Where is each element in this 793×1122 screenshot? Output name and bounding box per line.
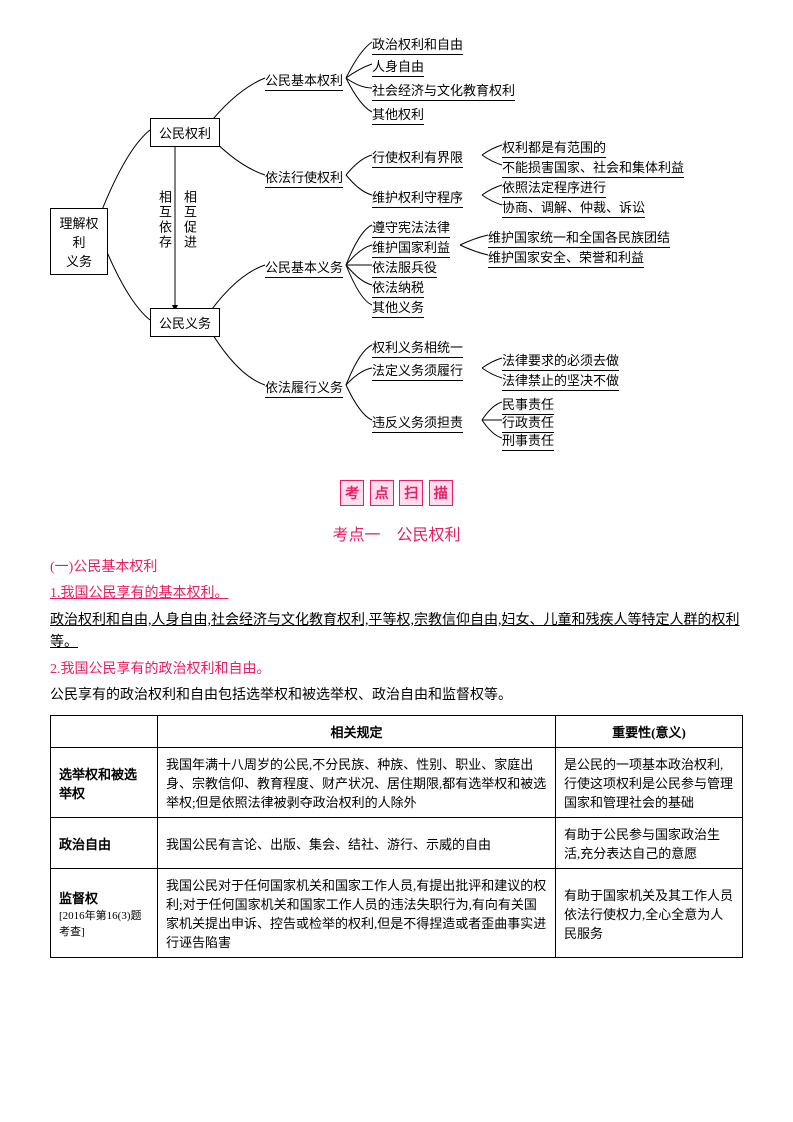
leaf: 刑事责任 — [502, 430, 554, 451]
node-basic-duties: 公民基本义务 — [265, 257, 343, 278]
td-desc: 我国年满十八周岁的公民,不分民族、种族、性别、职业、家庭出身、宗教信仰、教育程度… — [158, 748, 556, 818]
leaf: 依照法定程序进行 — [502, 177, 606, 198]
leaf: 法律禁止的坚决不做 — [502, 370, 619, 391]
header-char: 扫 — [399, 480, 423, 506]
leaf: 行使权利有界限 — [372, 147, 463, 168]
leaf: 违反义务须担责 — [372, 412, 463, 433]
leaf: 其他权利 — [372, 104, 424, 125]
td-desc: 我国公民对于任何国家机关和国家工作人员,有提出批评和建议的权利;对于任何国家机关… — [158, 869, 556, 958]
sec1-p3: 2.我国公民享有的政治权利和自由。 — [50, 659, 743, 681]
section-header: 考 点 扫 描 — [50, 480, 743, 506]
leaf: 维护国家利益 — [372, 237, 450, 258]
sec1-title: (一)公民基本权利 — [50, 557, 743, 579]
node-duties-label: 公民义务 — [159, 316, 211, 331]
leaf: 依法纳税 — [372, 277, 424, 298]
node-root: 理解权利义务 — [50, 208, 108, 275]
cell-text: 选举权和被选举权 — [59, 767, 137, 801]
th: 相关规定 — [158, 716, 556, 748]
leaf: 维护国家安全、荣誉和利益 — [488, 247, 644, 268]
td-sig: 是公民的一项基本政治权利,行使这项权利是公民参与管理国家和管理社会的基础 — [556, 748, 743, 818]
table-row: 政治自由 我国公民有言论、出版、集会、结社、游行、示威的自由 有助于公民参与国家… — [51, 818, 743, 869]
node-rights-label: 公民权利 — [159, 126, 211, 141]
sec1-p2: 政治权利和自由,人身自由,社会经济与文化教育权利,平等权,宗教信仰自由,妇女、儿… — [50, 610, 743, 655]
leaf: 协商、调解、仲裁、诉讼 — [502, 197, 645, 218]
node-perform-duties: 依法履行义务 — [265, 377, 343, 398]
cell-text: 监督权 — [59, 891, 98, 906]
td-name: 监督权 [2016年第16(3)题考查] — [51, 869, 158, 958]
leaf: 政治权利和自由 — [372, 34, 463, 55]
subtitle: 考点一 公民权利 — [50, 521, 743, 545]
cell-note: [2016年第16(3)题考查] — [59, 910, 142, 938]
cell-text: 政治自由 — [59, 837, 111, 852]
td-sig: 有助于公民参与国家政治生活,充分表达自己的意愿 — [556, 818, 743, 869]
th — [51, 716, 158, 748]
leaf: 人身自由 — [372, 56, 424, 77]
td-name: 选举权和被选举权 — [51, 748, 158, 818]
node-exercise-rights: 依法行使权利 — [265, 167, 343, 188]
rel-label-2: 相互促进 — [180, 190, 199, 250]
table-row: 监督权 [2016年第16(3)题考查] 我国公民对于任何国家机关和国家工作人员,… — [51, 869, 743, 958]
header-char: 点 — [370, 480, 394, 506]
td-sig: 有助于国家机关及其工作人员依法行使权力,全心全意为人民服务 — [556, 869, 743, 958]
leaf: 法定义务须履行 — [372, 360, 463, 381]
leaf: 法律要求的必须去做 — [502, 350, 619, 371]
table-row: 选举权和被选举权 我国年满十八周岁的公民,不分民族、种族、性别、职业、家庭出身、… — [51, 748, 743, 818]
rights-table: 相关规定 重要性(意义) 选举权和被选举权 我国年满十八周岁的公民,不分民族、种… — [50, 715, 743, 958]
td-name: 政治自由 — [51, 818, 158, 869]
leaf: 遵守宪法法律 — [372, 217, 450, 238]
node-root-label: 理解权利义务 — [59, 216, 98, 269]
leaf: 权利都是有范围的 — [502, 137, 606, 158]
rel-label-1: 相互依存 — [155, 190, 174, 250]
header-char: 考 — [340, 480, 364, 506]
leaf: 社会经济与文化教育权利 — [372, 80, 515, 101]
node-duties: 公民义务 — [150, 308, 220, 337]
leaf: 依法服兵役 — [372, 257, 437, 278]
node-rights: 公民权利 — [150, 118, 220, 147]
sec1-p4: 公民享有的政治权利和自由包括选举权和被选举权、政治自由和监督权等。 — [50, 685, 743, 707]
td-desc: 我国公民有言论、出版、集会、结社、游行、示威的自由 — [158, 818, 556, 869]
node-basic-rights: 公民基本权利 — [265, 70, 343, 91]
table-header-row: 相关规定 重要性(意义) — [51, 716, 743, 748]
th: 重要性(意义) — [556, 716, 743, 748]
leaf: 维护国家统一和全国各民族团结 — [488, 227, 670, 248]
sec1-p1: 1.我国公民享有的基本权利。 — [50, 583, 743, 605]
leaf: 维护权利守程序 — [372, 187, 463, 208]
leaf: 其他义务 — [372, 297, 424, 318]
concept-diagram: 理解权利义务 相互依存 相互促进 公民权利 公民义务 公民基本权利 政治权利和自… — [50, 30, 743, 450]
header-char: 描 — [429, 480, 453, 506]
leaf: 权利义务相统一 — [372, 337, 463, 358]
leaf: 不能损害国家、社会和集体利益 — [502, 157, 684, 178]
